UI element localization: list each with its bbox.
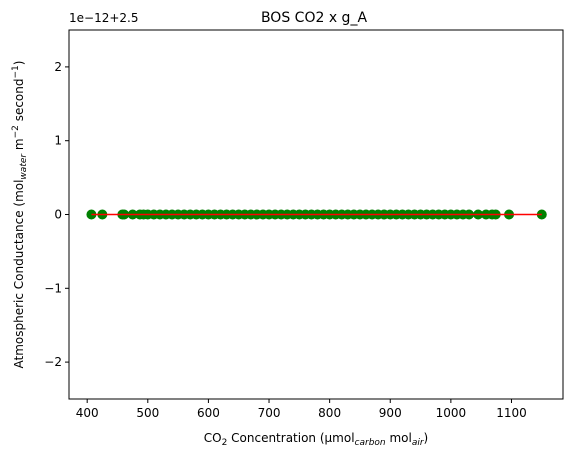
chart-title: BOS CO2 x g_A [261,10,367,26]
y-tick-label: −1 [44,281,62,295]
x-axis-ticks: 400 500 600 700 800 900 1000 1100 [76,399,527,420]
x-tick-label: 400 [76,406,99,420]
y-axis-ticks: −2 −1 0 1 2 [44,60,69,369]
x-tick-label: 600 [197,406,220,420]
x-axis-label: CO2 Concentration (μmolcarbon molair) [204,431,428,448]
y-axis-label: Atmospheric Conductance (molwater m−2 se… [11,61,29,369]
x-tick-label: 900 [379,406,402,420]
y-tick-label: 1 [54,134,62,148]
x-tick-label: 1100 [496,406,527,420]
x-tick-label: 1000 [436,406,467,420]
y-tick-label: −2 [44,355,62,369]
x-tick-label: 700 [258,406,281,420]
y-tick-label: 0 [54,208,62,222]
y-offset-text: 1e−12+2.5 [69,11,138,25]
x-tick-label: 800 [318,406,341,420]
y-tick-label: 2 [54,60,62,74]
plot-area [86,209,547,220]
x-tick-label: 500 [136,406,159,420]
